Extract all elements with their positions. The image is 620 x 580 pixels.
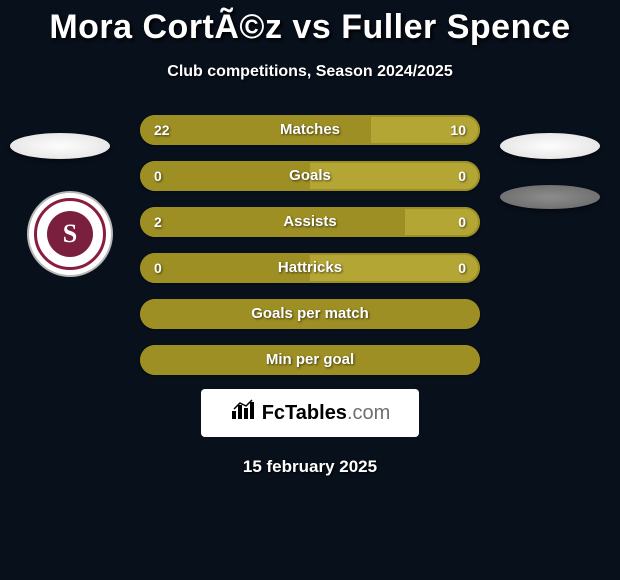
club-badge-letter: S xyxy=(47,211,93,257)
stat-bar-left xyxy=(140,161,310,191)
stat-bar-left xyxy=(140,345,480,375)
comparison-chart: S 2210Matches 00Goals 20Assists 00Hattricks… xyxy=(0,115,620,375)
footer-brand-label: FcTables.com xyxy=(262,402,391,425)
stat-row: 00Hattricks xyxy=(140,253,480,283)
page-title: Mora CortÃ©z vs Fuller Spence xyxy=(0,0,620,47)
stat-bar-right xyxy=(310,253,480,283)
footer-brand-badge: FcTables.com xyxy=(201,389,419,437)
stat-row: 2210Matches xyxy=(140,115,480,145)
stat-row: Goals per match xyxy=(140,299,480,329)
club-avatar-right xyxy=(500,185,600,209)
stat-row: 20Assists xyxy=(140,207,480,237)
chart-icon xyxy=(230,399,256,427)
stat-bar-right xyxy=(310,161,480,191)
club-badge-left: S xyxy=(20,190,120,278)
stat-bar-left xyxy=(140,253,310,283)
stat-row: Min per goal xyxy=(140,345,480,375)
player-avatar-right xyxy=(500,133,600,159)
footer-date: 15 february 2025 xyxy=(0,457,620,477)
stat-bars: 2210Matches 00Goals 20Assists 00Hattricks Go… xyxy=(140,115,480,375)
page-subtitle: Club competitions, Season 2024/2025 xyxy=(0,63,620,81)
player-avatar-left xyxy=(10,133,110,159)
stat-bar-right xyxy=(371,115,480,145)
stat-bar-left xyxy=(140,299,480,329)
stat-row: 00Goals xyxy=(140,161,480,191)
stat-bar-left xyxy=(140,115,371,145)
stat-bar-left xyxy=(140,207,405,237)
stat-bar-right xyxy=(405,207,480,237)
